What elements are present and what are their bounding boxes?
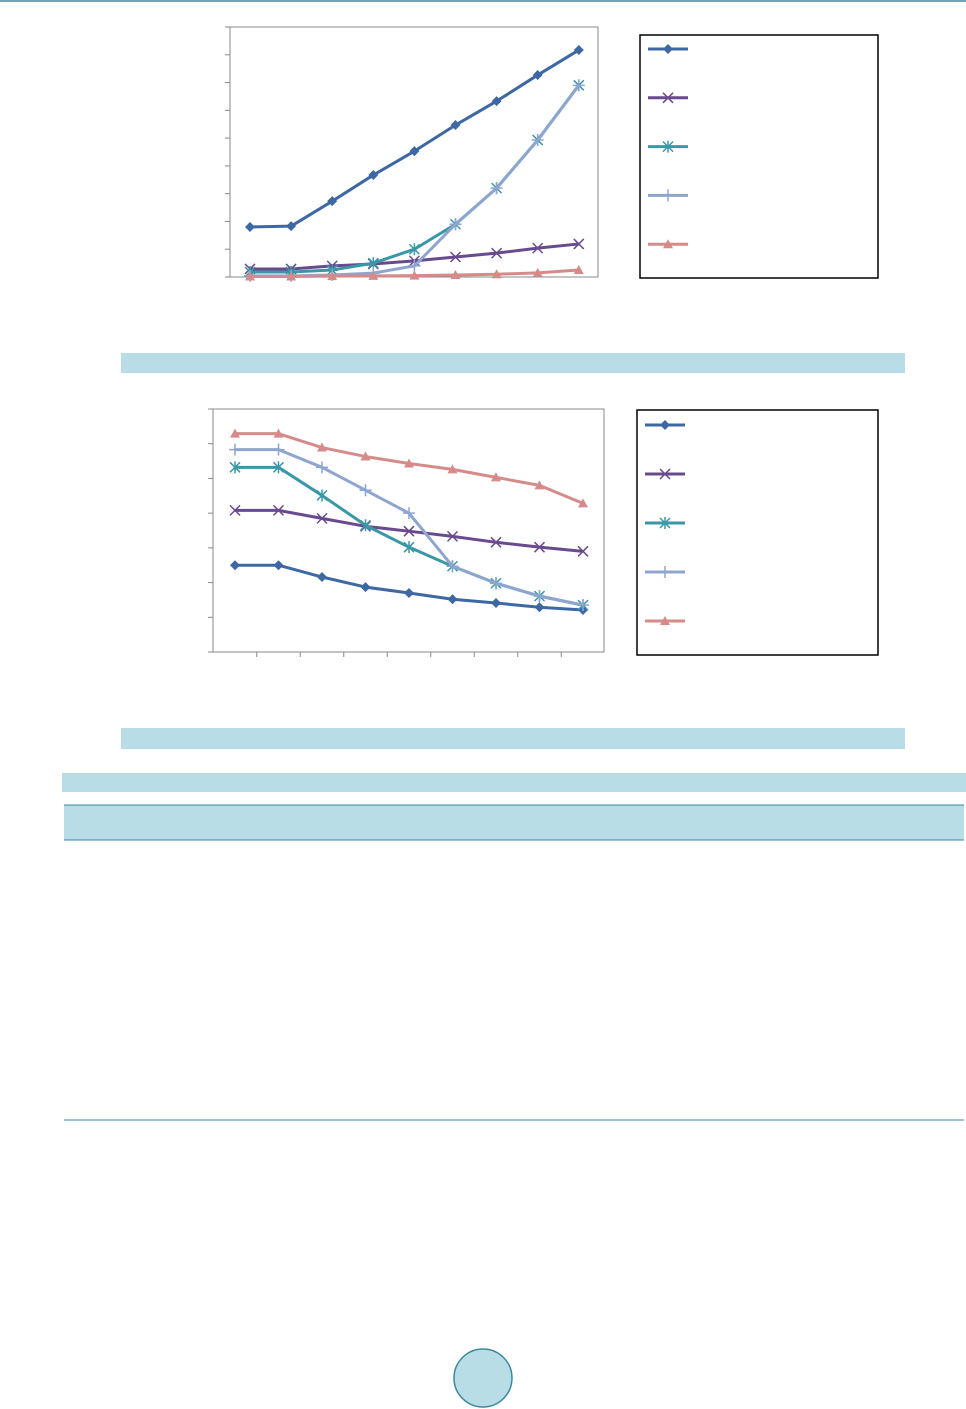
table-caption-bar: [62, 773, 966, 792]
marker: [316, 461, 328, 474]
series-line: [235, 465, 584, 607]
marker: [403, 541, 415, 554]
marker: [286, 221, 297, 232]
legend-marker: [663, 239, 673, 249]
marker: [534, 480, 545, 490]
marker: [404, 587, 414, 598]
table-header: [64, 805, 964, 840]
legend-box: [636, 409, 879, 656]
marker: [229, 461, 241, 474]
marker: [408, 243, 420, 256]
page-number-badge: [453, 1348, 513, 1408]
marker: [533, 541, 546, 553]
marker: [409, 146, 420, 157]
marker: [573, 265, 584, 275]
marker: [447, 464, 458, 474]
marker: [368, 270, 379, 280]
marker: [404, 458, 414, 468]
legend-marker: [660, 616, 670, 625]
legend-box: [639, 34, 879, 279]
marker: [229, 443, 241, 456]
marker: [245, 222, 255, 232]
marker: [491, 96, 502, 107]
series-line: [249, 48, 580, 229]
marker: [368, 170, 379, 181]
marker: [573, 45, 584, 56]
marker: [273, 560, 284, 571]
marker: [408, 259, 421, 272]
marker: [532, 242, 544, 254]
marker: [245, 271, 255, 281]
legend-marker: [660, 420, 670, 430]
marker: [491, 472, 501, 482]
marker: [316, 489, 328, 502]
legend-marker: [659, 566, 671, 578]
marker: [446, 560, 459, 573]
marker: [447, 594, 458, 605]
legend-marker: [659, 468, 671, 480]
marker: [409, 270, 420, 280]
marker: [230, 560, 240, 571]
marker: [446, 530, 459, 542]
caption-bar: [121, 353, 905, 373]
legend-marker: [662, 189, 674, 202]
marker: [229, 504, 241, 516]
marker: [490, 182, 503, 195]
legend-marker: [662, 92, 674, 104]
marker: [327, 271, 338, 281]
marker: [491, 247, 503, 259]
marker: [317, 572, 327, 583]
marker: [272, 461, 285, 474]
marker: [577, 599, 589, 612]
marker: [490, 536, 502, 548]
series-line: [235, 563, 584, 612]
marker: [359, 519, 372, 532]
marker: [532, 70, 543, 81]
marker: [449, 251, 462, 263]
marker: [572, 79, 585, 92]
marker: [534, 602, 545, 613]
caption-bar: [121, 728, 905, 749]
marker: [327, 196, 338, 207]
marker: [273, 428, 284, 438]
marker: [573, 238, 585, 250]
marker: [490, 577, 502, 590]
marker: [272, 443, 285, 456]
marker: [449, 218, 462, 231]
legend-marker: [662, 140, 674, 153]
marker: [360, 451, 371, 461]
marker: [533, 590, 546, 603]
legend-marker: [663, 44, 673, 54]
plot-area: [212, 408, 605, 653]
marker: [359, 484, 372, 497]
marker: [577, 545, 589, 557]
marker: [403, 525, 415, 537]
marker: [272, 504, 285, 516]
marker: [316, 512, 328, 524]
marker: [450, 120, 461, 131]
marker: [367, 257, 379, 270]
marker: [360, 582, 371, 593]
marker: [230, 428, 240, 438]
marker: [403, 507, 415, 520]
marker: [450, 270, 461, 280]
marker: [532, 267, 543, 277]
marker: [286, 271, 297, 281]
marker: [491, 269, 502, 279]
marker: [531, 134, 544, 147]
marker: [491, 598, 501, 609]
series-line: [235, 432, 584, 505]
marker: [578, 498, 588, 508]
marker: [317, 442, 327, 452]
legend-marker: [659, 517, 671, 529]
